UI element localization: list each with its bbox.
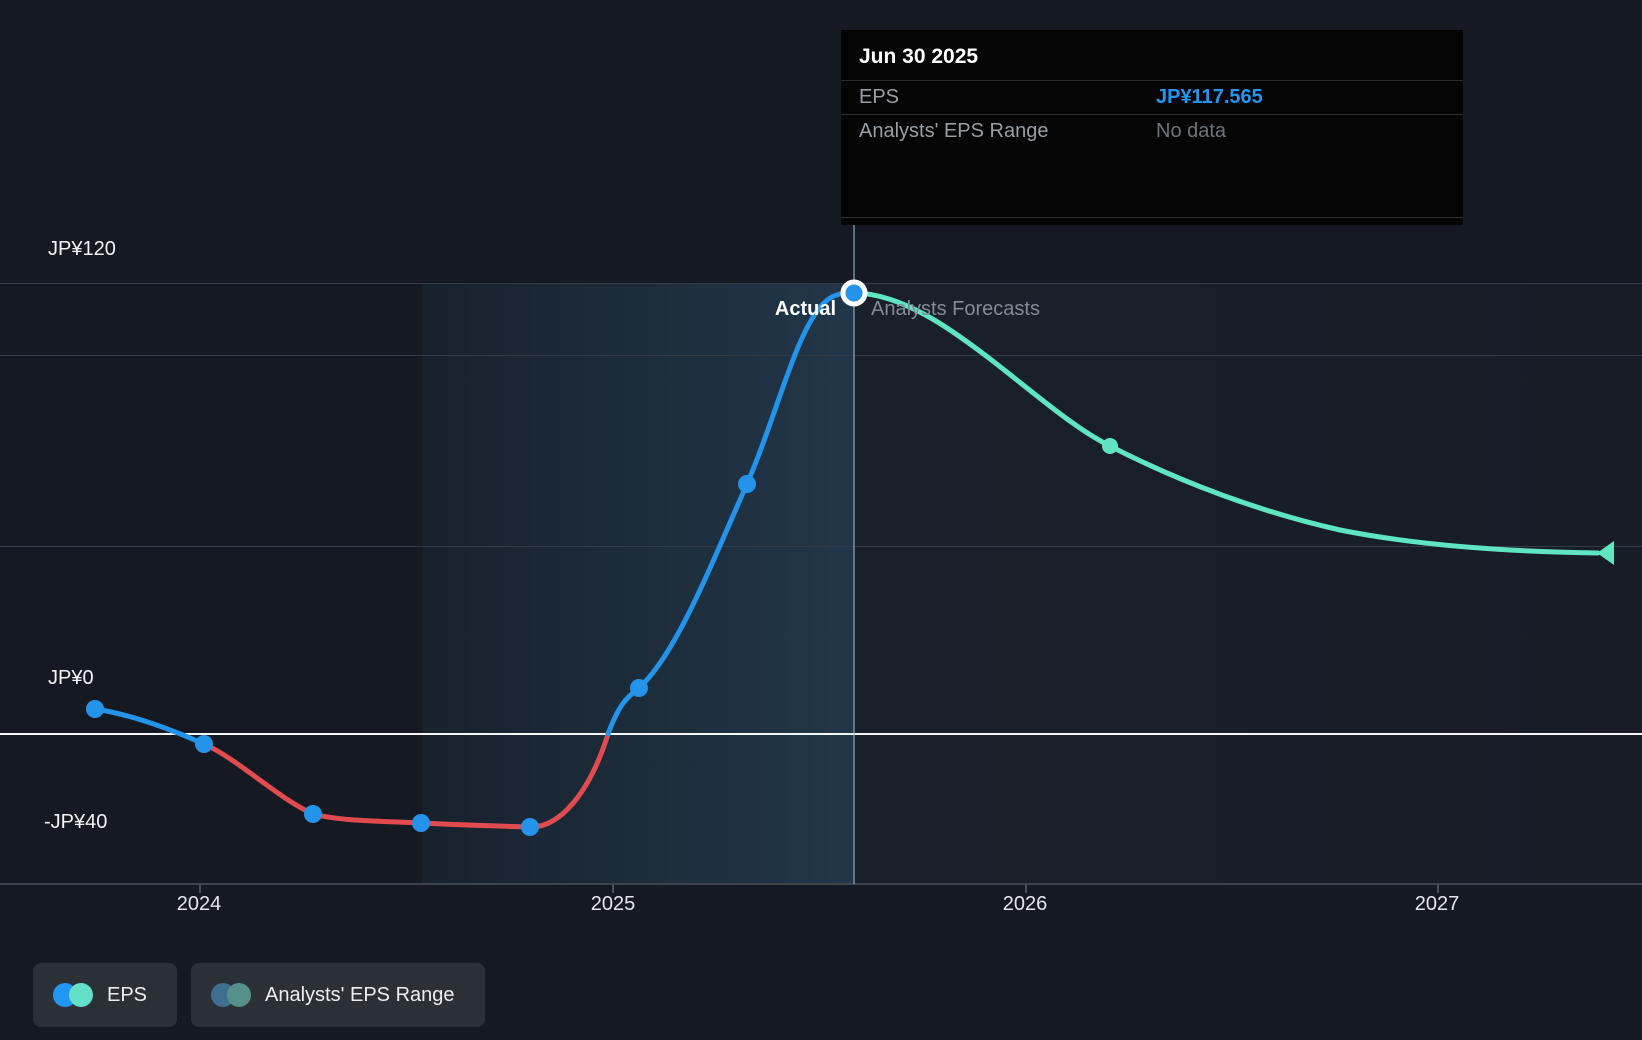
tooltip-range-value: No data [1156, 120, 1227, 142]
gridline-100 [0, 355, 1642, 356]
y-label-120: JP¥120 [48, 238, 116, 260]
x-tick-2024 [199, 885, 201, 893]
selected-data-point[interactable] [840, 279, 868, 307]
x-label-2027: 2027 [1414, 893, 1460, 915]
actual-label: Actual [774, 298, 836, 320]
x-label-2026: 2026 [1002, 893, 1048, 915]
x-tick-2026 [1025, 885, 1027, 893]
tooltip-row-eps: EPS JP¥117.565 [841, 81, 1463, 115]
legend-item-eps-range[interactable]: Analysts' EPS Range [191, 963, 485, 1027]
eps-line-negative [201, 731, 611, 830]
data-points[interactable] [86, 279, 1118, 836]
legend: EPS Analysts' EPS Range [33, 963, 485, 1027]
tooltip-range-label: Analysts' EPS Range [859, 120, 1049, 142]
forecast-data-point[interactable] [1102, 438, 1118, 454]
eps-data-point[interactable] [86, 700, 104, 718]
tooltip-eps-label: EPS [859, 86, 900, 108]
tooltip-spacer [841, 148, 1463, 218]
eps-range-legend-icon [211, 983, 252, 1007]
eps-line-positive-rise [605, 290, 857, 737]
gridline-50 [0, 546, 1642, 547]
eps-data-point[interactable] [521, 818, 539, 836]
tooltip-eps-value: JP¥117.565 [1156, 86, 1263, 108]
x-tick-2025 [612, 885, 614, 893]
forecast-region-tint [854, 283, 1642, 884]
tooltip-row-range: Analysts' EPS Range No data [841, 115, 1463, 148]
tooltip: Jun 30 2025 EPS JP¥117.565 Analysts' EPS… [841, 30, 1463, 225]
x-label-2025: 2025 [590, 893, 636, 915]
eps-forecast-line [851, 290, 1601, 556]
eps-data-point[interactable] [304, 805, 322, 823]
x-label-2024: 2024 [176, 893, 222, 915]
legend-eps-range-label: Analysts' EPS Range [265, 983, 455, 1006]
tooltip-date: Jun 30 2025 [841, 30, 1463, 81]
legend-item-eps[interactable]: EPS [33, 963, 178, 1027]
eps-data-point[interactable] [630, 679, 648, 697]
zero-line [0, 733, 1642, 735]
eps-data-point[interactable] [738, 475, 756, 493]
forecast-end-arrow [1597, 541, 1614, 565]
eps-line-positive-start [92, 706, 207, 747]
gridline-120 [0, 283, 1642, 284]
y-label-0: JP¥0 [48, 667, 94, 689]
x-tick-2027 [1437, 885, 1439, 893]
legend-eps-label: EPS [107, 983, 148, 1006]
forecast-label: Analysts Forecasts [871, 298, 1040, 320]
x-axis-line [0, 883, 1642, 885]
eps-data-point[interactable] [195, 735, 213, 753]
actual-forecast-divider [853, 225, 855, 884]
eps-data-point[interactable] [412, 814, 430, 832]
eps-legend-icon [53, 983, 93, 1007]
y-label-neg40: -JP¥40 [44, 811, 108, 833]
